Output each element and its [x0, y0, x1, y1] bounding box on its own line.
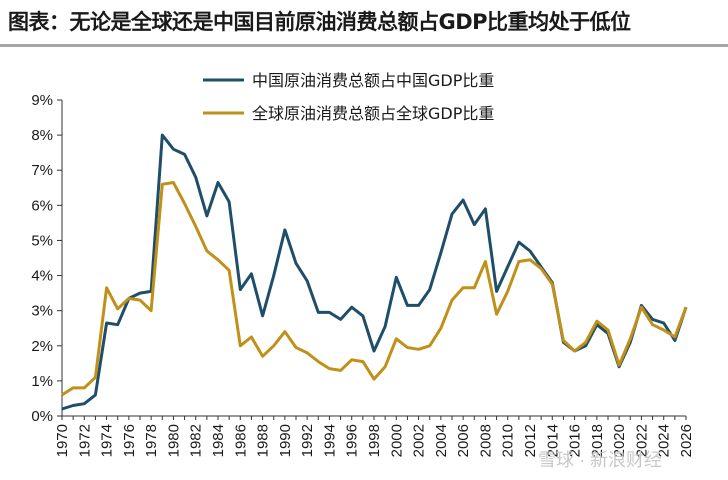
- x-tick-label: 2024: [656, 424, 673, 457]
- chart-title: 图表：无论是全球还是中国目前原油消费总额占GDP比重均处于低位: [8, 10, 631, 34]
- y-tick-label: 4%: [31, 268, 53, 285]
- x-tick-label: 1990: [277, 424, 294, 457]
- x-tick-label: 2026: [678, 424, 695, 457]
- x-tick-label: 1982: [188, 424, 205, 457]
- y-tick-label: 7%: [31, 162, 53, 179]
- x-tick-label: 1974: [99, 424, 116, 457]
- x-tick-label: 2022: [633, 424, 650, 457]
- y-tick-label: 1%: [31, 373, 53, 390]
- legend-label: 全球原油消费总额占全球GDP比重: [252, 104, 494, 123]
- title-divider: [0, 44, 728, 47]
- x-tick-label: 1996: [344, 424, 361, 457]
- watermark: 雪球 · 新浪财经: [538, 450, 662, 470]
- y-tick-label: 6%: [31, 197, 53, 214]
- x-tick-label: 1970: [54, 424, 71, 457]
- x-tick-label: 1992: [299, 424, 316, 457]
- y-tick-label: 0%: [31, 408, 53, 425]
- y-tick-label: 5%: [31, 232, 53, 249]
- x-tick-label: 2000: [388, 424, 405, 457]
- legend-label: 中国原油消费总额占中国GDP比重: [252, 71, 494, 90]
- x-tick-label: 1988: [255, 424, 272, 457]
- y-tick-label: 2%: [31, 338, 53, 355]
- x-tick-label: 1976: [121, 424, 138, 457]
- x-tick-label: 1980: [165, 424, 182, 457]
- x-tick-label: 2006: [455, 424, 472, 457]
- series-line-global: [61, 181, 688, 397]
- y-tick-label: 3%: [31, 303, 53, 320]
- y-tick-label: 9%: [31, 92, 53, 109]
- x-tick-label: 2016: [567, 424, 584, 457]
- x-tick-label: 2010: [500, 424, 517, 457]
- x-tick-label: 2012: [522, 424, 539, 457]
- x-tick-label: 1984: [210, 424, 227, 457]
- x-tick-label: 1998: [366, 424, 383, 457]
- chart-axes: 0% 1% 2% 3% 4% 5% 6% 7% 8% 9% 1970 1972 1974 1976 1978…: [31, 92, 695, 457]
- x-tick-label: 1986: [232, 424, 249, 457]
- x-tick-label: 2020: [611, 424, 628, 457]
- y-tick-label: 8%: [31, 127, 53, 144]
- x-tick-label: 2008: [477, 424, 494, 457]
- x-tick-label: 1994: [321, 424, 338, 457]
- chart-series: [61, 133, 688, 411]
- x-tick-label: 2014: [544, 424, 561, 457]
- x-tick-label: 2018: [589, 424, 606, 457]
- x-tick-label: 2004: [433, 424, 450, 457]
- x-tick-label: 2002: [411, 424, 428, 457]
- series-line-china: [61, 133, 688, 411]
- x-tick-label: 1978: [143, 424, 160, 457]
- x-tick-label: 1972: [76, 424, 93, 457]
